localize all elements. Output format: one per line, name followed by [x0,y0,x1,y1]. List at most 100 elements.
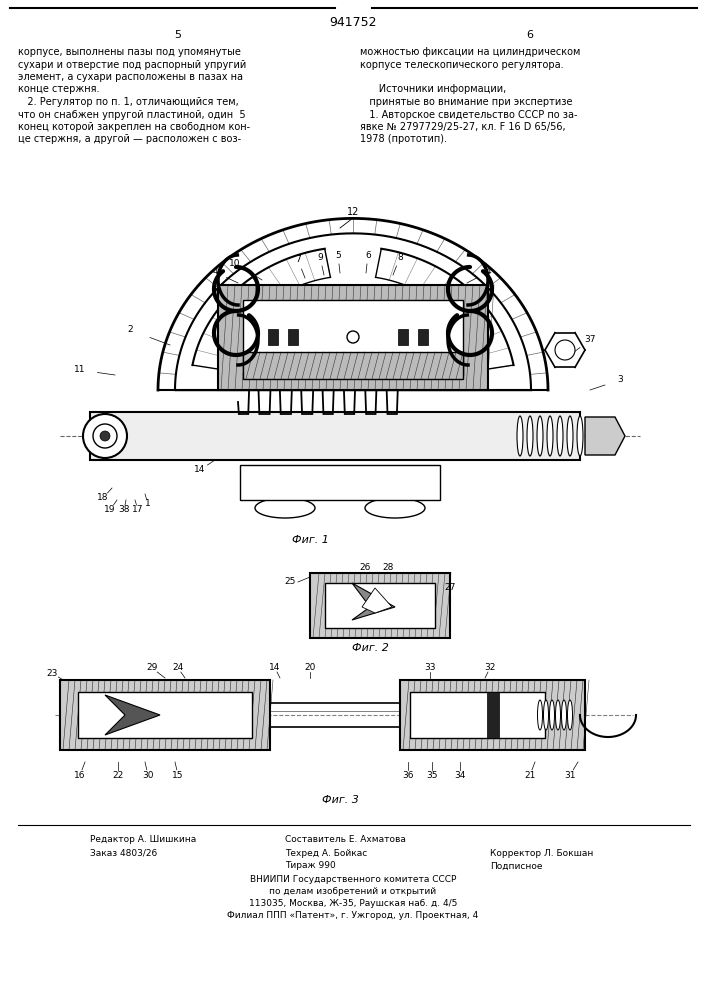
Text: 18: 18 [98,493,109,502]
Polygon shape [362,588,392,613]
Text: 23: 23 [47,668,58,678]
Text: 941752: 941752 [329,15,377,28]
Ellipse shape [557,416,563,456]
Text: 14: 14 [194,466,206,475]
Text: Фиг. 1: Фиг. 1 [291,535,329,545]
Bar [218,285,488,390]
Text: 6: 6 [527,30,534,40]
Polygon shape [105,695,160,735]
Ellipse shape [527,416,533,456]
Bar [268,329,278,345]
Text: 31: 31 [564,770,575,780]
Text: Корректор Л. Бокшан: Корректор Л. Бокшан [490,848,593,857]
Text: 37: 37 [584,336,596,344]
Text: 13: 13 [347,426,358,434]
Text: Источники информации,: Источники информации, [360,85,506,95]
Bar [243,352,463,379]
Ellipse shape [577,416,583,456]
Circle shape [347,331,359,343]
Text: что он снабжен упругой пластиной, один  5: что он снабжен упругой пластиной, один 5 [18,109,245,119]
Text: 4: 4 [485,267,491,276]
Text: 5: 5 [335,250,341,259]
Text: 21: 21 [525,770,536,780]
Text: явке № 2797729/25-27, кл. F 16 D 65/56,: явке № 2797729/25-27, кл. F 16 D 65/56, [360,122,566,132]
Text: 25: 25 [284,576,296,585]
Text: Составитель Е. Ахматова: Составитель Е. Ахматова [285,836,406,844]
Text: Тираж 990: Тираж 990 [285,861,336,870]
Text: 10: 10 [229,258,241,267]
Ellipse shape [537,416,543,456]
Bar [325,583,435,628]
Ellipse shape [561,700,566,730]
Text: 4: 4 [212,267,218,276]
Bar [78,692,252,738]
Text: 17: 17 [132,506,144,514]
Text: 16: 16 [74,770,86,780]
Text: 6: 6 [365,250,371,259]
Text: можностью фиксации на цилиндрическом: можностью фиксации на цилиндрическом [360,47,580,57]
Ellipse shape [517,416,523,456]
Text: 26: 26 [359,564,370,572]
Text: Заказ 4803/26: Заказ 4803/26 [90,848,157,857]
Ellipse shape [568,700,573,730]
Text: 22: 22 [112,770,124,780]
Text: 33: 33 [424,664,436,672]
Circle shape [555,340,575,360]
Bar [400,680,585,750]
Bar [410,692,545,738]
Text: 29: 29 [146,664,158,672]
Text: Фиг. 2: Фиг. 2 [351,643,388,653]
Ellipse shape [549,700,554,730]
Text: 32: 32 [484,664,496,672]
Text: 3: 3 [617,375,623,384]
Text: це стержня, а другой — расположен с воз-: це стержня, а другой — расположен с воз- [18,134,241,144]
Text: 1: 1 [145,499,151,508]
Ellipse shape [547,416,553,456]
Text: ВНИИПИ Государственного комитета СССР: ВНИИПИ Государственного комитета СССР [250,876,456,884]
Text: 34: 34 [455,770,466,780]
Text: 27: 27 [444,582,456,591]
Bar [398,329,408,345]
Bar [288,329,298,345]
Bar [310,573,450,638]
Text: 35: 35 [426,770,438,780]
Text: 11: 11 [74,365,86,374]
Bar [240,465,440,500]
Polygon shape [352,583,395,620]
Bar [243,300,463,375]
Text: 9: 9 [317,252,323,261]
Polygon shape [585,417,625,455]
Circle shape [83,414,127,458]
Bar [418,329,428,345]
Text: Фиг. 3: Фиг. 3 [322,795,358,805]
Ellipse shape [544,700,549,730]
Text: 24: 24 [173,664,184,672]
Ellipse shape [537,700,542,730]
Text: Техред А. Бойкас: Техред А. Бойкас [285,848,367,857]
Text: 38: 38 [118,506,130,514]
Text: 7: 7 [295,255,301,264]
Text: 12: 12 [347,207,359,217]
Text: Редактор А. Шишкина: Редактор А. Шишкина [90,836,197,844]
Text: 5: 5 [175,30,182,40]
Text: 1. Авторское свидетельство СССР по за-: 1. Авторское свидетельство СССР по за- [360,109,578,119]
Text: корпусе телескопического регулятора.: корпусе телескопического регулятора. [360,60,563,70]
Text: 28: 28 [382,564,394,572]
Circle shape [100,431,110,441]
Text: 14: 14 [269,664,281,672]
Bar [90,412,580,460]
Text: 30: 30 [142,770,153,780]
Text: 20: 20 [304,664,316,672]
Text: 8: 8 [397,252,403,261]
Circle shape [93,424,117,448]
Ellipse shape [567,416,573,456]
Ellipse shape [255,498,315,518]
Text: 2. Регулятор по п. 1, отличающийся тем,: 2. Регулятор по п. 1, отличающийся тем, [18,97,239,107]
Text: конец которой закреплен на свободном кон-: конец которой закреплен на свободном кон… [18,122,250,132]
Ellipse shape [556,700,561,730]
Text: по делам изобретений и открытий: по делам изобретений и открытий [269,888,436,896]
Text: Подписное: Подписное [490,861,542,870]
Text: Филиал ППП «Патент», г. Ужгород, ул. Проектная, 4: Филиал ППП «Патент», г. Ужгород, ул. Про… [228,912,479,920]
Text: принятые во внимание при экспертизе: принятые во внимание при экспертизе [360,97,573,107]
Text: сухари и отверстие под распорный упругий: сухари и отверстие под распорный упругий [18,60,246,70]
